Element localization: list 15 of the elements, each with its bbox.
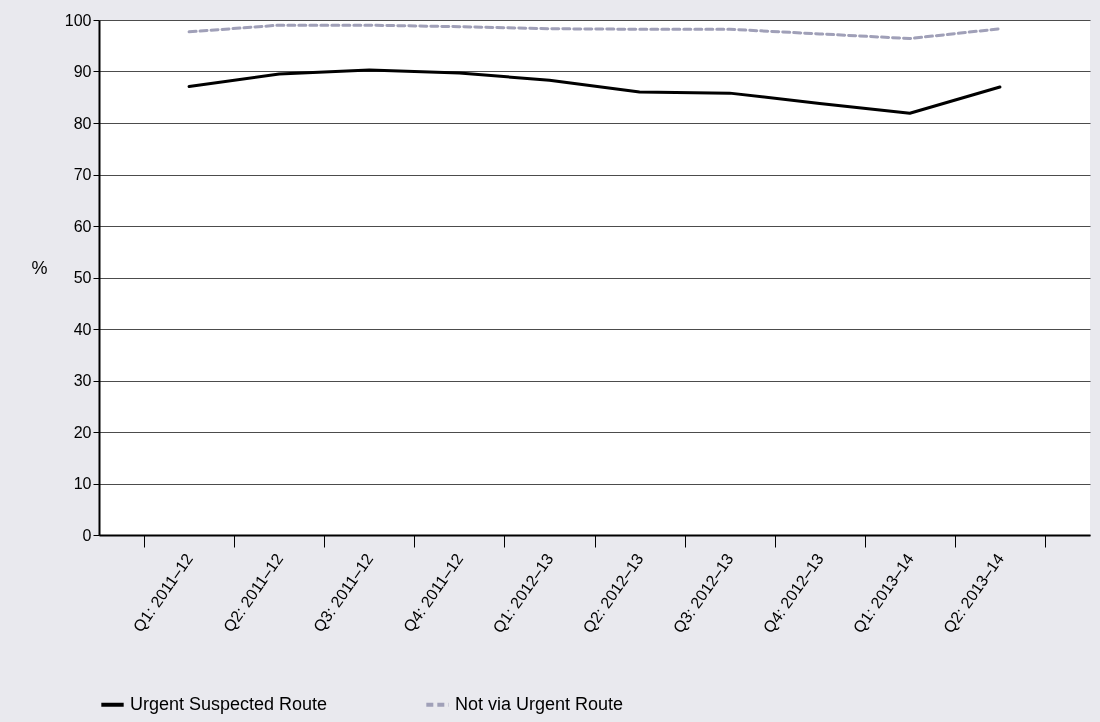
y-tick-label: 40: [73, 320, 92, 338]
y-tick-label: 90: [73, 63, 92, 80]
y-tick-label: 0: [82, 526, 92, 544]
y-tick-label: 10: [73, 475, 92, 492]
legend-label: Not via Urgent Route: [455, 693, 624, 714]
y-tick-label: 70: [73, 166, 92, 183]
y-tick-label: 60: [73, 217, 92, 235]
legend-label: Urgent Suspected Route: [130, 693, 328, 714]
y-axis-title: %: [31, 258, 48, 278]
line-series: [187, 23, 1002, 41]
y-tick-label: 30: [73, 372, 92, 389]
y-tick-label: 20: [73, 423, 92, 441]
y-tick-label: 50: [73, 269, 92, 286]
y-tick-label: 100: [64, 11, 92, 29]
y-tick-label: 80: [73, 114, 92, 132]
